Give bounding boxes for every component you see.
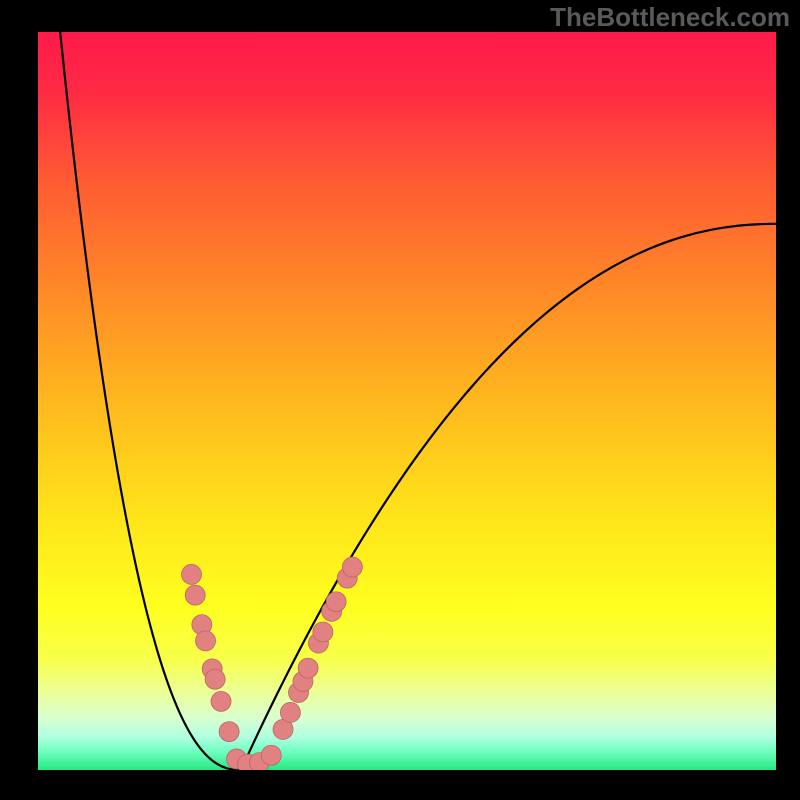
data-marker [185, 585, 205, 605]
data-marker [182, 564, 202, 584]
bottleneck-curve [60, 32, 776, 770]
chart-canvas: TheBottleneck.com [0, 0, 800, 800]
data-marker [211, 691, 231, 711]
data-marker [313, 622, 333, 642]
data-marker [342, 557, 362, 577]
plot-area [38, 32, 776, 770]
marker-group [182, 557, 363, 770]
data-marker [205, 669, 225, 689]
data-marker [326, 592, 346, 612]
data-marker [298, 658, 318, 678]
curve-layer [38, 32, 776, 770]
data-marker [219, 722, 239, 742]
data-marker [261, 745, 281, 765]
data-marker [196, 631, 216, 651]
data-marker [280, 702, 300, 722]
watermark-text: TheBottleneck.com [550, 2, 790, 33]
